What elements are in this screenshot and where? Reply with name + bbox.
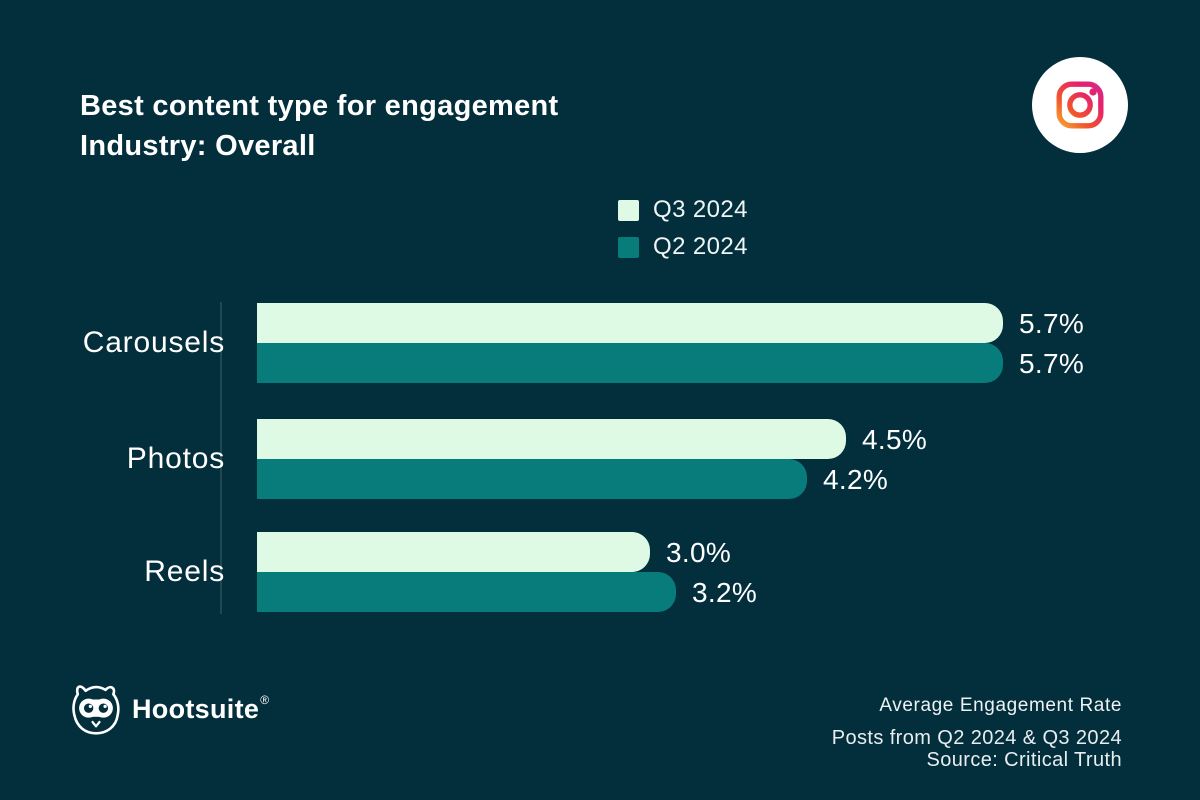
registered-mark: ® [260,693,270,707]
page-title: Best content type for engagement Industr… [80,86,559,166]
legend-row: Q3 2024 [618,196,748,223]
hootsuite-logo: Hootsuite® [70,680,269,738]
bar-carousels-q3-2024 [257,303,1003,343]
legend-label: Q2 2024 [653,233,748,260]
bar-value-label: 5.7% [1019,308,1085,339]
bar-value-label: 3.2% [692,577,758,608]
brand-name: Hootsuite [132,694,260,724]
bar-value-label: 3.0% [666,537,732,568]
bar-value-label: 4.5% [862,424,928,455]
source-note: Average Engagement Rate Posts from Q2 20… [832,695,1122,771]
category-label-photos: Photos [126,442,225,475]
legend-swatch [618,236,639,258]
bar-reels-q2-2024 [257,572,676,612]
category-label-carousels: Carousels [82,326,225,359]
bar-photos-q3-2024 [257,419,846,459]
instagram-icon [1056,81,1104,129]
legend-label: Q3 2024 [653,196,748,223]
legend-swatch [618,199,639,221]
note-metric: Average Engagement Rate [879,695,1122,716]
instagram-badge [1032,57,1128,153]
bar-value-label: 4.2% [823,464,889,495]
note-source: Source: Critical Truth [926,749,1122,771]
bar-value-label: 5.7% [1019,348,1085,379]
bar-carousels-q2-2024 [257,343,1003,383]
note-period: Posts from Q2 2024 & Q3 2024 [831,727,1122,749]
chart-legend: Q3 2024 Q2 2024 [618,196,748,273]
bar-reels-q3-2024 [257,532,650,572]
chart-axis-line [220,302,222,614]
category-label-reels: Reels [144,555,225,588]
owl-icon [72,685,120,735]
legend-row: Q2 2024 [618,233,748,260]
bar-photos-q2-2024 [257,459,807,499]
brand-wordmark: Hootsuite® [132,693,269,725]
title-line-1: Best content type for engagement [80,90,559,122]
title-line-2: Industry: Overall [80,130,316,162]
